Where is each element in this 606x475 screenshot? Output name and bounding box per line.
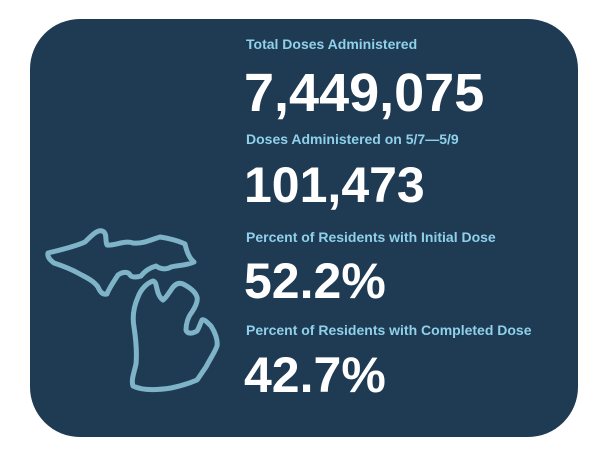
vaccine-stats-card [30, 19, 578, 437]
recent-doses-label: Doses Administered on 5/7—5/9 [246, 131, 459, 147]
completed-dose-percent-label: Percent of Residents with Completed Dose [246, 322, 532, 338]
initial-dose-percent-value: 52.2% [244, 253, 386, 309]
total-doses-value: 7,449,075 [244, 63, 485, 123]
total-doses-label: Total Doses Administered [246, 36, 418, 52]
michigan-outline-icon [45, 228, 220, 393]
completed-dose-percent-value: 42.7% [244, 347, 386, 403]
initial-dose-percent-label: Percent of Residents with Initial Dose [246, 229, 496, 245]
recent-doses-value: 101,473 [244, 157, 425, 213]
